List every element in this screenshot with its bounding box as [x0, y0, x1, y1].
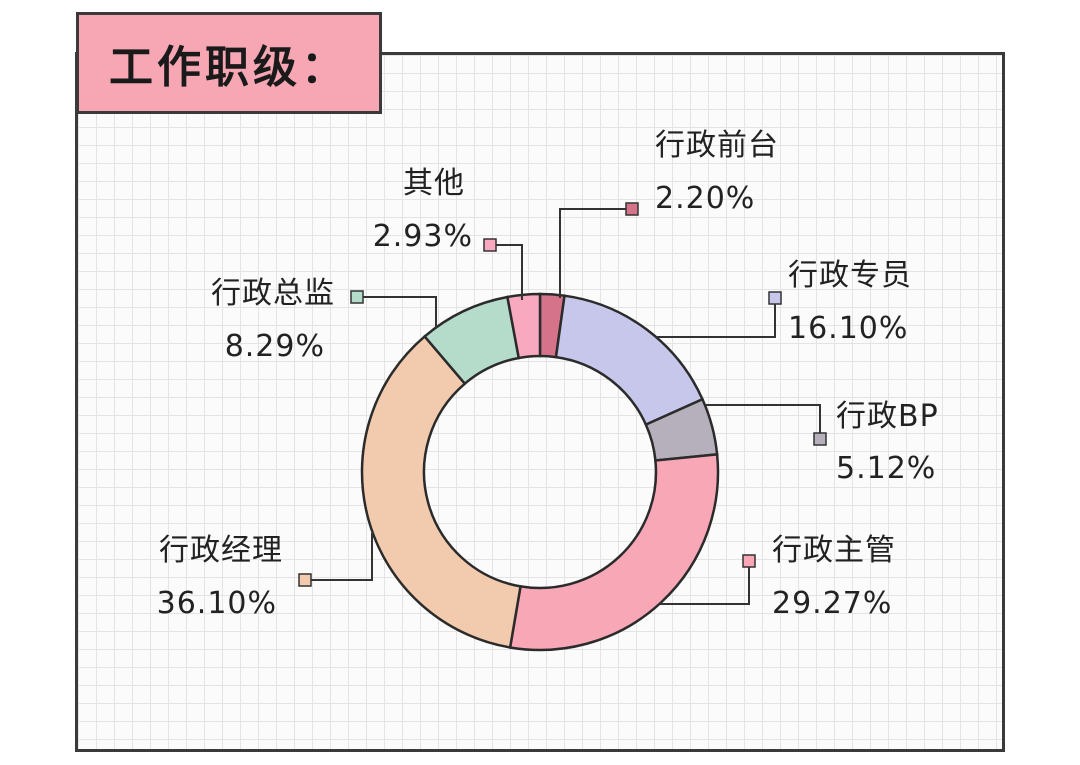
title-banner: 工作职级： — [76, 12, 382, 114]
leader-line — [660, 561, 750, 605]
slice-label: 行政BP — [836, 399, 939, 434]
slice-marker — [813, 432, 827, 446]
slice-value-label: 29.27% — [772, 586, 892, 621]
slice-value-label: 16.10% — [788, 311, 908, 346]
leader-line — [706, 404, 821, 439]
slice-marker — [742, 554, 756, 568]
slice-value-label: 5.12% — [836, 451, 936, 486]
slice-marker — [350, 290, 364, 304]
slice-marker — [625, 202, 639, 216]
slice-value-label: 2.20% — [655, 181, 755, 216]
leader-line — [305, 533, 373, 581]
donut-slice — [505, 292, 542, 360]
leader-line — [655, 298, 776, 338]
slice-marker — [483, 238, 497, 252]
slice-label: 其他 — [403, 166, 465, 201]
slice-label: 行政主管 — [772, 533, 896, 568]
donut-slice — [554, 294, 705, 427]
leader-line — [490, 244, 523, 300]
slice-value-label: 8.29% — [225, 329, 325, 364]
slice-label: 行政前台 — [655, 128, 779, 163]
chart-title: 工作职级： — [109, 42, 349, 93]
donut-slice — [508, 452, 720, 652]
slice-marker — [768, 291, 782, 305]
slice-marker — [298, 573, 312, 587]
slice-label: 行政总监 — [211, 276, 335, 311]
donut-slice — [360, 334, 522, 649]
slice-label: 行政经理 — [159, 533, 283, 568]
slice-value-label: 36.10% — [157, 586, 277, 621]
chart-frame — [75, 52, 1005, 752]
slice-label: 行政专员 — [788, 258, 912, 293]
leader-line — [559, 208, 632, 298]
slice-value-label: 2.93% — [373, 219, 473, 254]
leader-line — [357, 296, 437, 328]
